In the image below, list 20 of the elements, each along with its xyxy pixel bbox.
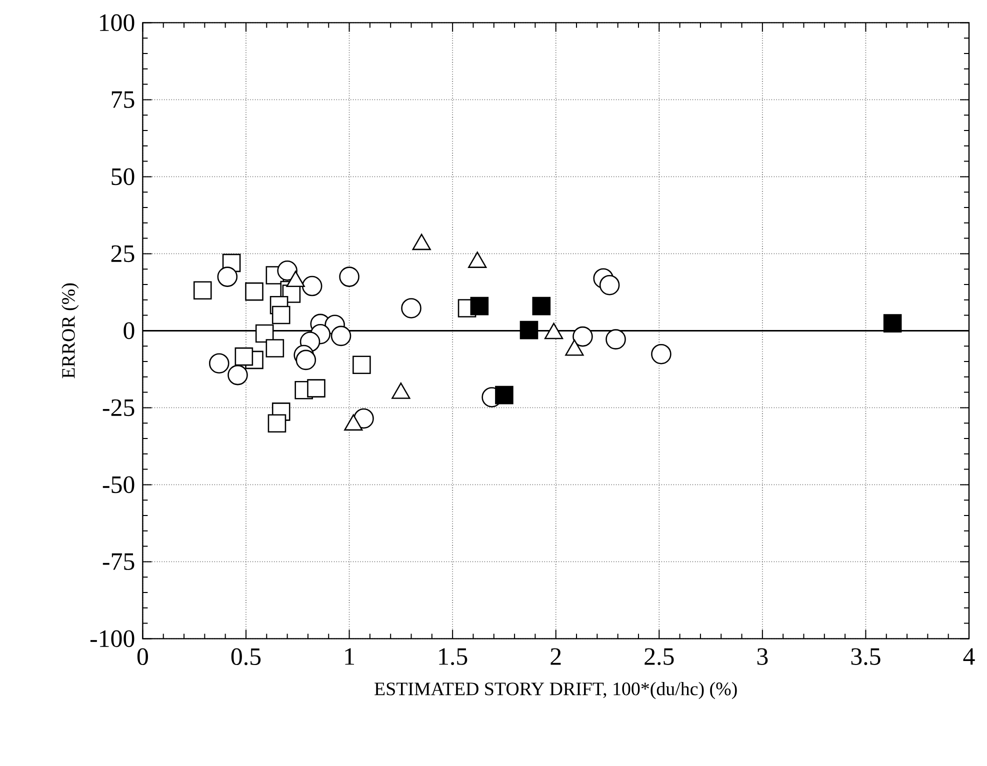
x-tick-label: 1	[345, 648, 354, 665]
y-tick-label: -75	[102, 553, 134, 570]
y-tick-label: -100	[90, 630, 134, 648]
y-tick-label: 25	[111, 245, 134, 262]
x-tick-label: 1.5	[439, 648, 468, 666]
x-tick-label: 2.5	[644, 648, 674, 666]
y-tick-label: 0	[124, 322, 134, 340]
x-tick-label: 3	[757, 648, 768, 665]
y-tick-label: -25	[102, 399, 134, 416]
x-tick-label: 0.5	[231, 648, 261, 666]
y-axis-title: ERROR (%)	[62, 283, 79, 378]
x-axis-title: ESTIMATED STORY DRIFT, 100*(du/hc) (%)	[374, 682, 737, 700]
x-tick-label: 0	[137, 648, 148, 666]
x-tick-label: 4	[963, 648, 975, 665]
y-tick-label: 50	[112, 168, 134, 186]
x-tick-label: 3.5	[851, 648, 880, 666]
y-tick-label: 75	[112, 91, 134, 108]
y-tick-label: -50	[102, 476, 134, 494]
x-tick-label: 2	[550, 648, 561, 665]
y-tick-label: 100	[100, 14, 134, 32]
